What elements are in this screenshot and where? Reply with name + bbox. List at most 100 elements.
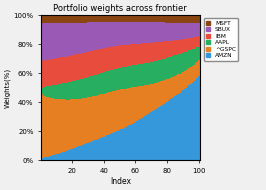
Bar xyxy=(51,98,52,156)
Bar xyxy=(166,41,168,58)
Bar xyxy=(119,90,120,130)
Bar xyxy=(90,76,92,97)
Bar xyxy=(71,55,73,82)
Bar xyxy=(174,40,176,55)
Bar xyxy=(160,60,161,82)
Bar xyxy=(130,125,131,160)
Bar xyxy=(143,117,144,160)
Bar xyxy=(176,15,177,23)
Bar xyxy=(163,22,165,41)
Bar xyxy=(43,96,44,158)
Bar xyxy=(133,15,135,22)
Bar xyxy=(176,23,177,40)
Bar xyxy=(135,22,136,44)
Bar xyxy=(131,22,133,44)
Bar xyxy=(168,15,169,23)
Bar xyxy=(63,57,65,83)
Bar xyxy=(54,99,55,155)
Bar xyxy=(185,23,187,39)
Bar xyxy=(116,22,117,46)
Bar xyxy=(92,22,93,51)
Bar xyxy=(146,63,147,85)
Bar xyxy=(79,146,81,160)
Bar xyxy=(97,50,98,74)
Bar xyxy=(71,99,73,149)
Bar xyxy=(44,157,46,160)
Bar xyxy=(185,88,187,160)
Bar xyxy=(168,79,169,101)
Bar xyxy=(160,22,161,42)
Bar xyxy=(171,15,173,23)
Bar xyxy=(119,130,120,160)
Bar xyxy=(192,82,193,160)
Bar xyxy=(79,15,81,23)
Bar xyxy=(49,15,51,23)
Bar xyxy=(41,158,43,160)
Bar xyxy=(144,116,146,160)
Bar xyxy=(52,155,54,160)
Bar xyxy=(95,75,97,96)
Bar xyxy=(97,139,98,160)
Bar xyxy=(68,150,70,160)
Bar xyxy=(130,44,131,66)
Bar xyxy=(51,15,52,23)
Bar xyxy=(181,73,182,91)
Bar xyxy=(171,77,173,98)
Bar xyxy=(166,102,168,160)
Bar xyxy=(108,48,109,71)
Bar xyxy=(84,144,86,160)
Bar xyxy=(128,66,130,88)
Bar xyxy=(185,15,187,23)
Bar xyxy=(182,72,184,90)
Bar xyxy=(127,126,128,160)
Bar xyxy=(93,75,95,96)
Bar xyxy=(151,62,152,84)
Bar xyxy=(139,15,141,22)
Bar xyxy=(165,80,166,103)
Bar xyxy=(74,23,76,55)
Bar xyxy=(87,22,89,52)
Bar xyxy=(105,136,106,160)
Bar xyxy=(139,119,141,160)
Bar xyxy=(130,15,131,22)
Bar xyxy=(79,99,81,146)
Bar xyxy=(97,74,98,95)
Bar xyxy=(188,23,190,38)
Bar xyxy=(59,84,60,99)
Bar xyxy=(177,94,179,160)
Bar xyxy=(146,15,147,22)
Bar xyxy=(160,42,161,60)
Bar xyxy=(89,97,90,142)
Bar xyxy=(66,82,68,100)
Bar xyxy=(160,106,161,160)
Bar xyxy=(174,96,176,160)
Bar xyxy=(105,15,106,22)
Bar xyxy=(109,22,111,47)
Bar xyxy=(185,39,187,52)
Bar xyxy=(111,70,113,92)
Bar xyxy=(195,37,196,48)
Bar xyxy=(196,78,198,160)
Bar xyxy=(125,89,127,127)
Bar xyxy=(152,22,153,43)
Bar xyxy=(87,97,89,143)
Bar xyxy=(54,59,55,85)
Bar xyxy=(76,80,78,99)
Bar xyxy=(49,98,51,156)
Bar xyxy=(144,85,146,116)
Bar xyxy=(139,86,141,119)
Bar xyxy=(187,51,188,69)
Bar xyxy=(130,66,131,88)
Bar xyxy=(143,43,144,63)
Bar xyxy=(111,15,113,22)
Bar xyxy=(43,23,44,61)
Bar xyxy=(55,99,57,154)
Bar xyxy=(100,94,101,138)
Bar xyxy=(98,139,100,160)
Bar xyxy=(79,54,81,79)
Bar xyxy=(193,15,195,23)
Bar xyxy=(181,15,182,23)
Bar xyxy=(193,65,195,81)
Bar xyxy=(63,99,65,152)
Bar xyxy=(103,93,105,137)
